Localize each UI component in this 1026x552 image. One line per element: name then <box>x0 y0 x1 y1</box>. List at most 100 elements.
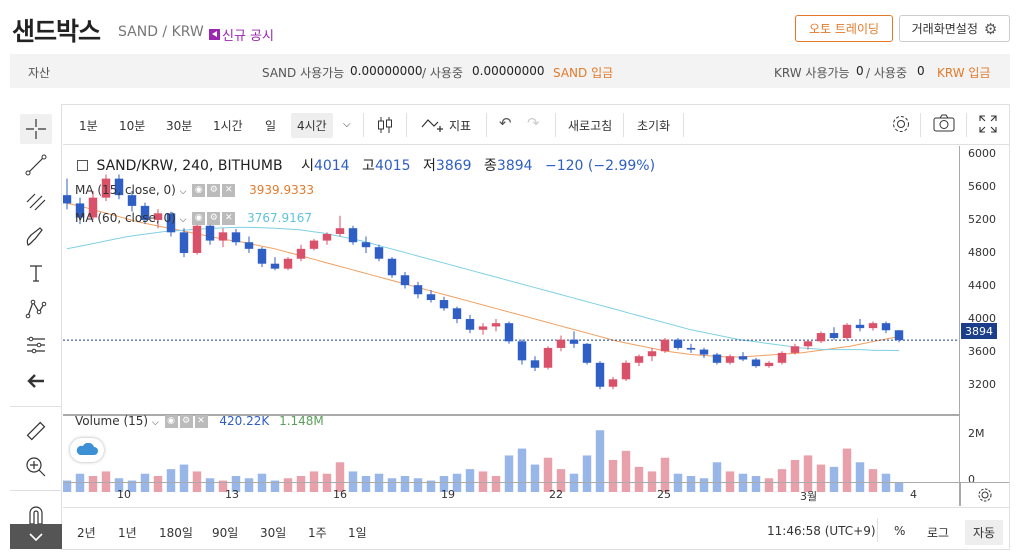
price-chart[interactable] <box>63 146 959 506</box>
notice-link[interactable]: 신규 공시 <box>209 25 274 44</box>
arrow-left-icon[interactable] <box>20 366 52 396</box>
candle-body <box>257 248 267 264</box>
range-1w[interactable]: 1주 <box>308 526 327 540</box>
volume-bar <box>348 471 358 492</box>
volume-bar <box>725 471 735 492</box>
close-icon[interactable]: ✕ <box>222 184 236 197</box>
settings-gear-icon[interactable] <box>891 114 911 137</box>
redo-icon[interactable]: ↷ <box>527 114 540 132</box>
candle-body <box>387 258 397 276</box>
volume-bar <box>296 476 306 492</box>
chevron-down-icon[interactable]: ⌵ <box>179 187 187 197</box>
brush-icon[interactable] <box>20 222 52 252</box>
trendline-icon[interactable] <box>20 150 52 180</box>
expand-toolbar-button[interactable] <box>10 524 62 549</box>
volume-bar <box>426 480 436 492</box>
chevron-down-icon[interactable]: ⌵ <box>151 418 159 428</box>
interval-1m[interactable]: 1분 <box>79 119 98 133</box>
clock-time[interactable]: 11:46:58 (UTC+9) <box>767 524 876 538</box>
legend-close-label: 종 <box>484 158 497 174</box>
eye-icon[interactable]: ◉ <box>192 212 206 225</box>
interval-30m[interactable]: 30분 <box>166 119 193 133</box>
candle-body <box>452 308 462 320</box>
candle-body <box>894 330 904 341</box>
screen-settings-button[interactable]: 거래화면설정 ⚙ <box>899 15 1010 42</box>
price-tick: 3200 <box>968 378 996 392</box>
range-180d[interactable]: 180일 <box>159 526 193 540</box>
volume-bar <box>478 471 488 492</box>
zoom-in-icon[interactable] <box>20 452 52 482</box>
gear-icon[interactable]: ⚙ <box>179 415 193 428</box>
eye-icon[interactable]: ◉ <box>164 415 178 428</box>
candle-body <box>686 347 696 350</box>
tradingview-logo[interactable] <box>70 438 104 462</box>
range-1d[interactable]: 1일 <box>348 526 367 540</box>
candle-body <box>166 213 176 233</box>
close-icon[interactable]: ✕ <box>194 415 208 428</box>
price-axis[interactable]: 6000 5600 5200 4800 4400 4000 3600 3200 2M 0 <box>959 146 1009 506</box>
interval-4h[interactable]: 4시간 <box>291 113 333 138</box>
candle-body <box>309 240 319 249</box>
volume-bar <box>543 457 553 492</box>
candle-type-icon[interactable] <box>376 115 394 138</box>
auto-trading-button[interactable]: 오토 트레이딩 <box>795 15 893 42</box>
range-30d[interactable]: 30일 <box>260 526 287 540</box>
chevron-down-icon[interactable]: ⌵ <box>179 215 187 225</box>
fib-icon[interactable] <box>20 186 52 216</box>
range-2y[interactable]: 2년 <box>77 526 96 540</box>
tool-divider-2 <box>10 490 62 491</box>
sand-inuse-label: / 사용중 <box>422 66 463 80</box>
krw-deposit-link[interactable]: KRW 입금 <box>937 66 991 80</box>
gear-icon[interactable]: ⚙ <box>207 184 221 197</box>
ma15-value: 3939.9333 <box>249 183 315 197</box>
indicator-icon[interactable] <box>421 115 445 136</box>
collapse-legend-icon[interactable] <box>77 159 88 171</box>
text-icon[interactable] <box>20 258 52 288</box>
indicators-button[interactable]: 지표 <box>449 119 472 133</box>
pattern-icon[interactable] <box>20 294 52 324</box>
volume-bar <box>413 478 423 492</box>
forecast-icon[interactable] <box>20 330 52 360</box>
auto-toggle[interactable]: 자동 <box>965 520 1004 545</box>
log-toggle[interactable]: 로그 <box>927 526 950 540</box>
toolbar-divider <box>486 113 487 137</box>
chevron-down-icon[interactable]: ⌵ <box>343 119 351 130</box>
range-90d[interactable]: 90일 <box>212 526 239 540</box>
chart-toolbar: 1분 10분 30분 1시간 일 4시간 ⌵ 지표 ↶ ↷ 새로고침 초기화 <box>63 105 1009 145</box>
range-1y[interactable]: 1년 <box>118 526 137 540</box>
reset-button[interactable]: 초기화 <box>637 119 671 133</box>
sand-deposit-link[interactable]: SAND 입금 <box>553 66 614 80</box>
volume-bar <box>517 448 527 492</box>
crosshair-icon[interactable] <box>20 114 52 144</box>
ma60-value: 3767.9167 <box>247 211 313 225</box>
interval-day[interactable]: 일 <box>265 119 277 133</box>
assets-bar: 자산 SAND 사용가능 0.00000000 / 사용중 0.00000000… <box>10 54 1010 88</box>
candle-body <box>465 319 475 330</box>
eye-icon[interactable]: ◉ <box>192 184 206 197</box>
candle-body <box>530 360 540 368</box>
gear-icon[interactable]: ⚙ <box>207 212 221 225</box>
fullscreen-icon[interactable] <box>978 114 998 137</box>
axis-settings[interactable] <box>960 482 1009 506</box>
candle-body <box>335 228 345 234</box>
interval-10m[interactable]: 10분 <box>119 119 146 133</box>
legend-low: 3869 <box>435 158 472 174</box>
krw-available-label: KRW 사용가능 <box>774 66 850 80</box>
candle-body <box>881 323 891 331</box>
magnet-icon[interactable] <box>20 500 52 530</box>
page-title: 샌드박스 <box>12 17 101 46</box>
ruler-icon[interactable] <box>20 416 52 446</box>
time-tick: 4 <box>910 488 917 501</box>
camera-icon[interactable] <box>933 114 955 135</box>
undo-icon[interactable]: ↶ <box>499 114 512 132</box>
percent-toggle[interactable]: % <box>894 524 906 538</box>
refresh-button[interactable]: 새로고침 <box>568 119 613 133</box>
volume-tick: 2M <box>968 427 985 441</box>
candle-body <box>764 362 774 367</box>
legend-open: 4014 <box>313 158 350 174</box>
candle-body <box>582 343 592 363</box>
close-icon[interactable]: ✕ <box>222 212 236 225</box>
interval-1h[interactable]: 1시간 <box>213 119 243 133</box>
volume-bar <box>530 464 540 492</box>
time-axis[interactable]: 10 13 16 19 22 25 3월 4 <box>63 482 959 506</box>
